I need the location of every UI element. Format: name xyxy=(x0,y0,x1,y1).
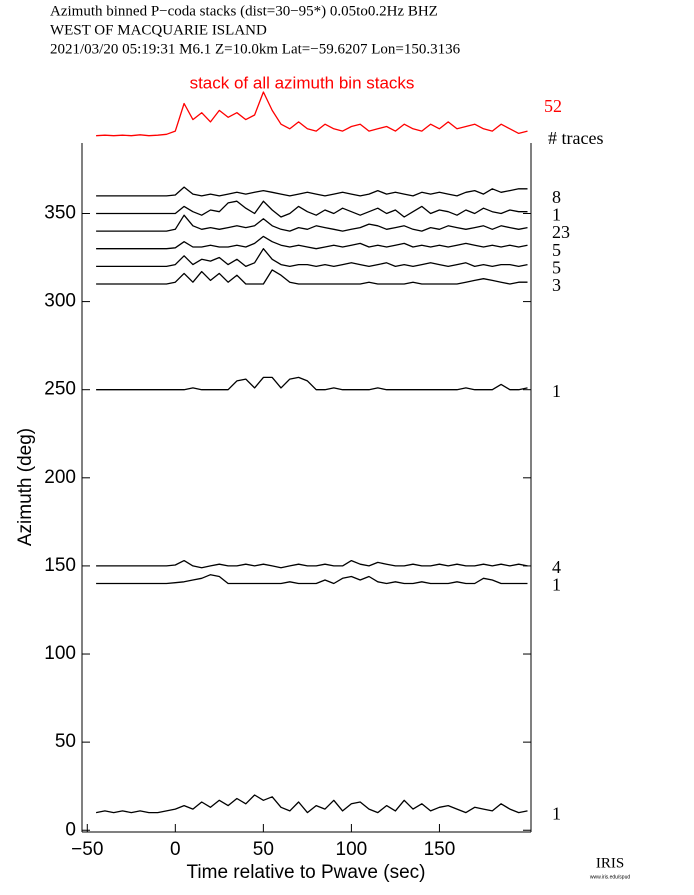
y-tick-label: 50 xyxy=(55,731,76,752)
logo-url: www.iris.edu/spud xyxy=(590,874,631,880)
trace-count: 1 xyxy=(552,205,561,225)
trace xyxy=(96,574,528,585)
trace-count: 5 xyxy=(552,240,561,260)
x-tick-label: 0 xyxy=(170,839,181,860)
trace xyxy=(96,559,528,569)
y-axis-label: Azimuth (deg) xyxy=(15,428,36,546)
x-tick-label: −50 xyxy=(71,839,103,860)
y-tick-label: 300 xyxy=(44,291,76,312)
trace-count: 4 xyxy=(552,557,561,577)
y-tick-label: 200 xyxy=(44,467,76,488)
title-line: WEST OF MACQUARIE ISLAND xyxy=(50,22,267,38)
y-tick-label: 250 xyxy=(44,379,76,400)
trace xyxy=(96,200,528,218)
trace-count: 1 xyxy=(552,804,561,824)
stack-count: 52 xyxy=(544,96,562,116)
trace xyxy=(96,214,528,232)
trace xyxy=(96,269,528,285)
trace-count: 8 xyxy=(552,187,561,207)
trace xyxy=(95,794,528,814)
x-axis-label: Time relative to Pwave (sec) xyxy=(187,862,426,883)
x-tick-label: 50 xyxy=(253,839,274,860)
y-tick-label: 0 xyxy=(65,819,76,840)
count-header: # traces xyxy=(548,128,603,148)
y-tick-label: 150 xyxy=(44,555,76,576)
y-tick-label: 350 xyxy=(44,203,76,224)
trace-count: 1 xyxy=(552,575,561,595)
title-line: 2021/03/20 05:19:31 M6.1 Z=10.0km Lat=−5… xyxy=(50,41,461,57)
x-tick-label: 100 xyxy=(336,839,368,860)
trace-count: 23 xyxy=(552,222,570,242)
trace-count: 1 xyxy=(552,381,561,401)
trace xyxy=(96,376,528,391)
title-line: Azimuth binned P−coda stacks (dist=30−95… xyxy=(50,3,438,19)
trace-count: 3 xyxy=(552,275,561,295)
trace-count: 5 xyxy=(552,257,561,277)
y-tick-label: 100 xyxy=(44,643,76,664)
x-tick-label: 150 xyxy=(424,839,456,860)
trace xyxy=(96,248,528,268)
logo: IRIS xyxy=(596,855,624,871)
title-block: Azimuth binned P−coda stacks (dist=30−95… xyxy=(50,3,461,57)
stack-title: stack of all azimuth bin stacks xyxy=(190,73,415,92)
trace xyxy=(96,186,528,197)
stack-trace xyxy=(96,91,528,137)
trace xyxy=(96,235,528,250)
